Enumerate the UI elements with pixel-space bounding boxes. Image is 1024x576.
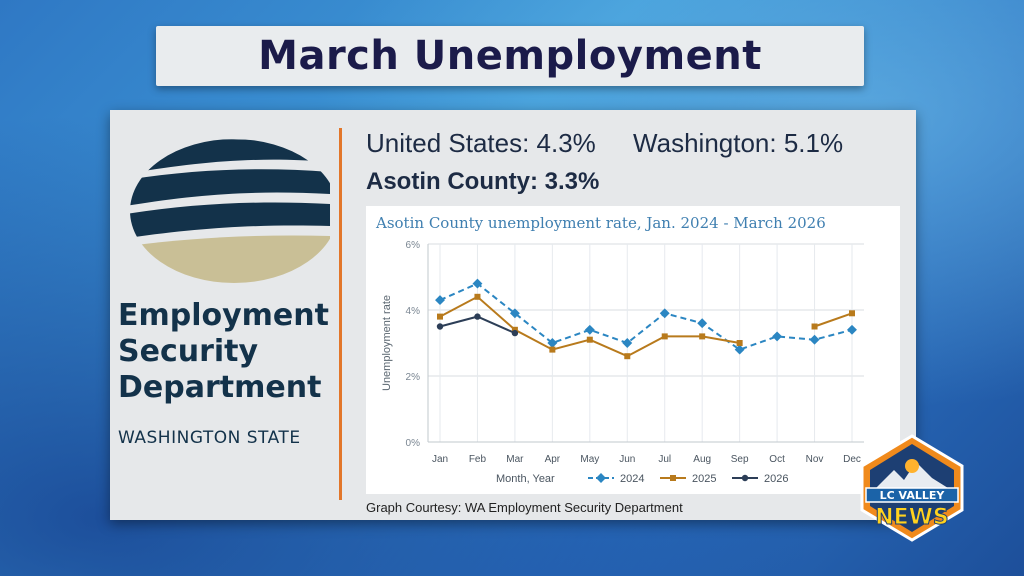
x-tick-label: Jan bbox=[432, 454, 448, 465]
data-point-2024 bbox=[772, 331, 783, 342]
lc-valley-news-logo: LC VALLEY NEWS bbox=[860, 434, 964, 542]
legend-label-2025: 2025 bbox=[692, 473, 716, 485]
x-tick-label: Mar bbox=[506, 454, 524, 465]
data-point-2024 bbox=[584, 324, 595, 335]
content-panel: Employment Security Department WASHINGTO… bbox=[110, 110, 916, 520]
washington-rate: Washington: 5.1% bbox=[633, 128, 844, 158]
chart-title: Asotin County unemployment rate, Jan. 20… bbox=[375, 214, 826, 232]
agency-name: Employment Security Department bbox=[118, 298, 329, 405]
data-point-2026 bbox=[511, 329, 519, 337]
y-tick-label: 0% bbox=[406, 438, 421, 449]
data-point-2024 bbox=[697, 318, 708, 329]
data-point-2024 bbox=[659, 308, 670, 319]
esd-logo-icon bbox=[130, 139, 330, 283]
x-tick-label: May bbox=[580, 454, 599, 465]
x-tick-label: Jul bbox=[658, 454, 671, 465]
y-axis-label: Unemployment rate bbox=[381, 295, 393, 391]
y-tick-label: 2% bbox=[406, 372, 421, 383]
x-tick-label: Oct bbox=[769, 454, 785, 465]
legend-label-2026: 2026 bbox=[764, 473, 788, 485]
line-chart: Asotin County unemployment rate, Jan. 20… bbox=[375, 214, 864, 485]
x-tick-label: Sep bbox=[731, 454, 749, 465]
news-logo-line1: LC VALLEY bbox=[880, 489, 946, 502]
us-rate: United States: 4.3% bbox=[366, 128, 596, 158]
x-tick-label: Jun bbox=[619, 454, 635, 465]
data-point-2025 bbox=[474, 293, 481, 300]
x-tick-label: Aug bbox=[693, 454, 711, 465]
page-title: March Unemployment bbox=[258, 33, 762, 79]
y-tick-label: 4% bbox=[406, 306, 421, 317]
data-point-2024 bbox=[734, 344, 745, 355]
title-banner: March Unemployment bbox=[156, 26, 864, 86]
chart-container: Asotin County unemployment rate, Jan. 20… bbox=[366, 206, 900, 494]
county-rate: Asotin County: 3.3% bbox=[366, 168, 600, 195]
legend-marker-2025 bbox=[670, 475, 676, 481]
y-tick-label: 6% bbox=[406, 240, 421, 251]
data-point-2025 bbox=[586, 336, 593, 343]
data-point-2025 bbox=[511, 326, 518, 333]
data-point-2025 bbox=[736, 340, 743, 346]
divider bbox=[339, 128, 342, 500]
data-point-2024 bbox=[809, 334, 820, 345]
legend-label-2024: 2024 bbox=[620, 473, 644, 485]
agency-state: WASHINGTON STATE bbox=[118, 428, 301, 448]
data-point-2025 bbox=[699, 333, 706, 340]
data-point-2025 bbox=[661, 333, 668, 340]
data-point-2024 bbox=[847, 324, 857, 335]
data-point-2025 bbox=[437, 313, 443, 320]
x-axis-label: Month, Year bbox=[496, 473, 555, 485]
data-point-2025 bbox=[549, 346, 556, 353]
data-point-2025 bbox=[811, 323, 818, 330]
data-point-2025 bbox=[624, 353, 631, 360]
data-point-2026 bbox=[436, 323, 444, 330]
series-line-2025 bbox=[814, 312, 853, 328]
series-line-2024 bbox=[439, 282, 853, 351]
stats-line: United States: 4.3% Washington: 5.1% bbox=[366, 128, 843, 159]
data-point-2024 bbox=[435, 295, 445, 306]
data-point-2024 bbox=[472, 278, 483, 289]
x-tick-label: Feb bbox=[469, 454, 487, 465]
x-tick-label: Nov bbox=[806, 454, 824, 465]
x-tick-label: Apr bbox=[545, 454, 561, 465]
data-point-2026 bbox=[474, 313, 481, 320]
x-tick-label: Dec bbox=[843, 454, 861, 465]
data-point-2024 bbox=[509, 308, 520, 319]
data-point-2025 bbox=[849, 310, 855, 317]
graph-courtesy: Graph Courtesy: WA Employment Security D… bbox=[366, 500, 683, 515]
news-logo-line2: NEWS bbox=[875, 505, 949, 530]
legend-marker-2026 bbox=[741, 474, 749, 482]
legend-marker-2024 bbox=[596, 473, 606, 483]
